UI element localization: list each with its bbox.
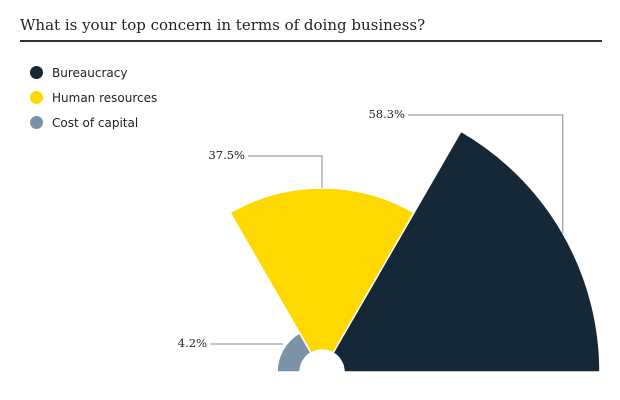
data-label: 58.3% (368, 107, 405, 121)
legend-label: Cost of capital (52, 115, 139, 130)
legend-label: Bureaucracy (52, 65, 128, 80)
leader-line (408, 114, 564, 233)
legend-swatch (30, 116, 43, 129)
legend-item: Bureaucracy (30, 60, 157, 85)
title-divider (20, 40, 602, 42)
pie-slice-cost-of-capital (276, 332, 313, 373)
pie-slice-bureaucracy (331, 130, 601, 373)
chart-title: What is your top concern in terms of doi… (20, 16, 426, 34)
pie-slice-human-resources (228, 187, 416, 354)
leader-line (248, 155, 323, 188)
legend-item: Human resources (30, 85, 157, 110)
data-label: 37.5% (208, 148, 245, 162)
legend-swatch (30, 91, 43, 104)
legend-label: Human resources (52, 90, 158, 105)
legend: Bureaucracy Human resources Cost of capi… (30, 60, 157, 135)
legend-swatch (30, 66, 43, 79)
data-label: 4.2% (178, 336, 207, 350)
legend-item: Cost of capital (30, 110, 157, 135)
